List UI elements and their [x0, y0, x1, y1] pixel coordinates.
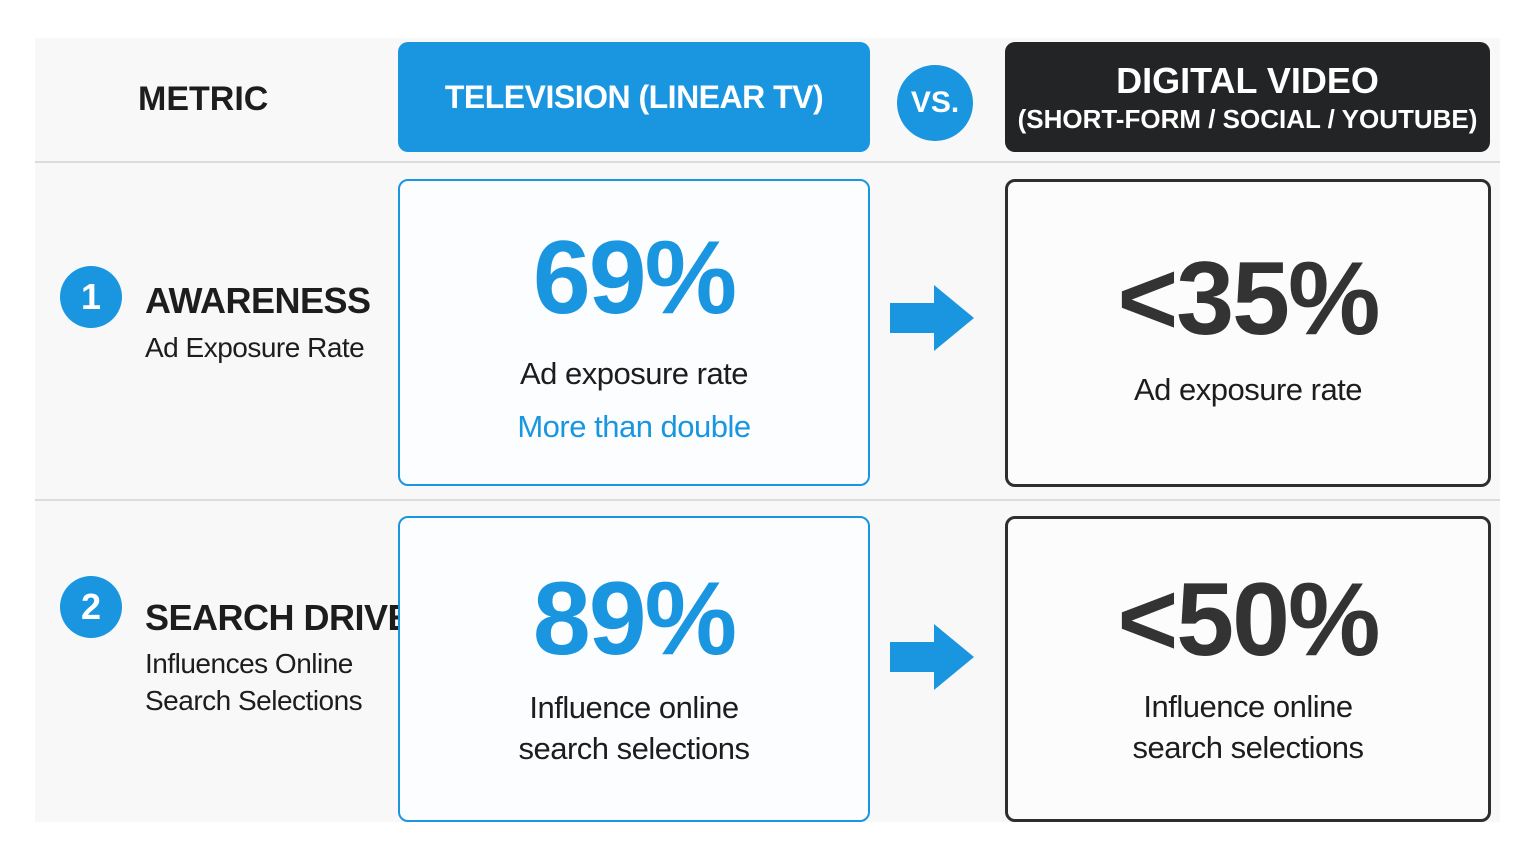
divider: [35, 499, 1500, 501]
tv-header: TELEVISION (LINEAR TV): [398, 42, 870, 152]
tv-label: Influence online: [529, 690, 739, 725]
row-subtitle: Influences Online: [145, 648, 353, 679]
row-subtitle: Ad Exposure Rate: [145, 332, 365, 363]
row-title: SEARCH DRIVE: [145, 597, 412, 638]
tv-value: 89%: [532, 561, 737, 677]
digital-header: DIGITAL VIDEO (SHORT-FORM / SOCIAL / YOU…: [1005, 42, 1490, 152]
digital-value: <35%: [1117, 241, 1381, 357]
tv-value: 69%: [532, 220, 737, 336]
tv-note: More than double: [517, 409, 751, 444]
digital-label: Ad exposure rate: [1133, 372, 1363, 407]
tv-card: 89% Influence online search selections: [398, 516, 870, 822]
row-subtitle: Search Selections: [145, 685, 363, 716]
divider: [35, 161, 1500, 163]
digital-label: search selections: [1132, 730, 1364, 765]
digital-subtitle: (SHORT-FORM / SOCIAL / YOUTUBE): [1017, 104, 1478, 134]
vs-badge: VS.: [897, 65, 973, 141]
digital-card: <50% Influence online search selections: [1005, 516, 1491, 822]
tv-label: Ad exposure rate: [519, 356, 749, 391]
arrow: [890, 624, 974, 690]
digital-label: Influence online: [1143, 689, 1353, 724]
arrow: [890, 285, 974, 351]
metric-header: METRIC: [138, 80, 269, 118]
row-number: 2: [60, 576, 122, 638]
digital-value: <50%: [1117, 562, 1381, 678]
tv-card: 69% Ad exposure rate More than double: [398, 179, 870, 486]
row-number: 1: [60, 266, 122, 328]
tv-label: search selections: [518, 731, 750, 766]
digital-title: DIGITAL VIDEO: [1116, 60, 1379, 101]
row-title: AWARENESS: [145, 280, 371, 321]
digital-card: <35% Ad exposure rate: [1005, 179, 1491, 487]
